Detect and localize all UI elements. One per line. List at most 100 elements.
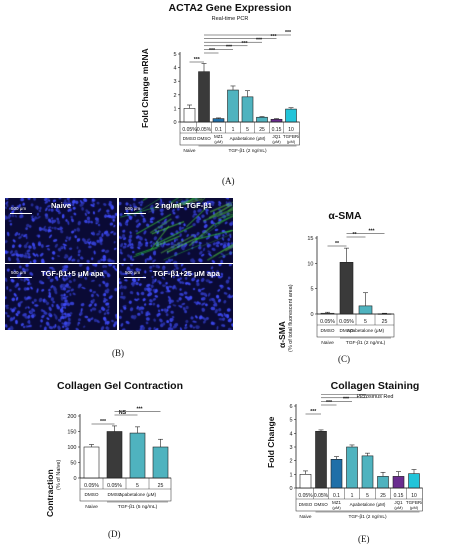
significance-label: ***	[360, 394, 367, 399]
y-tick-label: 15	[307, 236, 313, 242]
row-label: MZ1	[214, 134, 223, 139]
panel-a-title: ACTA2 Gene Expression	[168, 2, 292, 14]
y-tick-label: 200	[67, 414, 76, 420]
category-label: 5	[364, 319, 367, 325]
significance-label: **	[335, 241, 340, 247]
micrograph-naive: Naive 500 μm	[5, 198, 117, 263]
y-tick-label: 150	[67, 430, 76, 436]
micrograph-label: Naive	[51, 201, 72, 210]
bar	[339, 262, 354, 315]
row-unit: (μM)	[332, 505, 341, 510]
y-tick-label: 4	[173, 66, 176, 72]
chart-e: 0 1 2 3 4 5 6 0.05% 0.05% 0.1 1 5 25 0.15 10 DMSO DMSO MZ…	[289, 394, 423, 520]
group-label: TGF-β1 (2 ng/mL)	[228, 148, 267, 154]
bar	[315, 430, 327, 489]
row-label: DMSO	[299, 502, 313, 507]
row-label: DMSO	[314, 502, 328, 507]
label-table	[316, 313, 395, 338]
category-label: 25	[259, 127, 265, 133]
scale-bar	[124, 277, 146, 278]
category-label: 0.05%	[339, 319, 354, 325]
category-label: 0.15	[272, 127, 282, 133]
row-label: Apabetalone (μM)	[230, 136, 266, 141]
bar	[299, 474, 312, 489]
significance-label: ***	[343, 397, 350, 403]
scale-bar	[10, 277, 32, 278]
micrograph-label: TGF-β1+25 μM apa	[153, 269, 220, 278]
group-label: TGF-β1 (2 ng/mL)	[346, 340, 386, 346]
bar	[83, 446, 100, 479]
bar	[152, 446, 169, 479]
row-label: TGFBRi	[406, 500, 422, 505]
row-label: DMSO	[197, 136, 211, 141]
significance-label: ***	[241, 41, 248, 47]
row-unit: (μM)	[214, 139, 223, 144]
group-label: Naive	[183, 148, 196, 154]
y-tick-label: 0	[289, 486, 292, 492]
significance-label: ***	[377, 394, 384, 395]
row-label: DMSO	[321, 328, 335, 333]
label-table	[295, 487, 423, 512]
panel-a-subtitle: Real-time PCR	[211, 16, 249, 22]
category-label: 5	[246, 127, 249, 133]
category-label: 0.05%	[84, 483, 99, 489]
row-label: DMSO	[85, 492, 99, 497]
bar	[183, 108, 196, 123]
nuclei-texture	[119, 264, 233, 330]
panel-e-title: Collagen Staining	[330, 380, 420, 392]
bar	[212, 118, 225, 123]
category-label: 0.05%	[182, 127, 197, 133]
category-label: 25	[158, 483, 164, 489]
bar	[129, 432, 146, 479]
bar	[270, 118, 283, 123]
micrograph-tgf: 2 ng/mL TGF-β1 500 μm	[119, 198, 233, 263]
nuclei-texture	[5, 264, 117, 330]
bar	[408, 473, 420, 489]
nuclei-texture	[5, 198, 117, 263]
y-tick-label: 1	[173, 106, 176, 112]
panel-a-label: (A)	[222, 176, 235, 186]
bar	[106, 431, 123, 479]
row-label: JQ1	[272, 134, 281, 139]
y-tick-label: 4	[289, 431, 292, 437]
significance-label: ***	[368, 229, 375, 235]
y-tick-label: 5	[289, 418, 292, 424]
category-label: 0.05%	[320, 319, 335, 325]
panel-c-ylabel-sub: (% of total fluorescent area)	[288, 284, 294, 352]
bar	[330, 459, 343, 489]
row-label: MZ1	[332, 500, 341, 505]
category-label: 0.1	[215, 127, 222, 133]
row-label: DMSO	[340, 328, 354, 333]
micrograph-apa25: TGF-β1+25 μM apa 500 μm	[119, 264, 233, 330]
row-unit: (μM)	[287, 139, 296, 144]
significance-label: ***	[285, 30, 292, 36]
category-label: 0.05%	[314, 493, 329, 499]
panel-d-ylabel: Contraction	[45, 469, 55, 517]
row-unit: (μM)	[394, 505, 403, 510]
panel-e-subtitle: Picrosirius Red	[356, 394, 394, 400]
row-label: JQ1	[394, 500, 403, 505]
panel-d-label: (D)	[108, 529, 121, 539]
bar	[358, 305, 373, 315]
y-tick-label: 0	[173, 120, 176, 126]
y-tick-label: 50	[70, 461, 76, 467]
group-label: Naive	[321, 340, 334, 346]
label-table	[179, 121, 300, 146]
scale-bar-text: 500 μm	[11, 270, 27, 275]
significance-label: **	[352, 232, 357, 238]
label-table	[79, 477, 172, 502]
scale-bar	[10, 213, 32, 214]
panel-a-ylabel: Fold Change mRNA	[140, 48, 150, 128]
significance-label: ***	[270, 34, 277, 40]
scale-bar-text: 500 μm	[125, 270, 141, 275]
micrograph-label: 2 ng/mL TGF-β1	[155, 201, 212, 210]
panel-c-ylabel: α-SMA	[277, 321, 287, 348]
bar	[361, 455, 374, 489]
group-label: TGF-β1 (2 ng/mL)	[348, 514, 387, 520]
scale-bar-text: 500 μm	[125, 206, 141, 211]
y-tick-label: 3	[289, 445, 292, 451]
y-tick-label: 3	[173, 79, 176, 85]
row-label: DMSO	[183, 136, 197, 141]
category-label: 1	[351, 493, 354, 499]
